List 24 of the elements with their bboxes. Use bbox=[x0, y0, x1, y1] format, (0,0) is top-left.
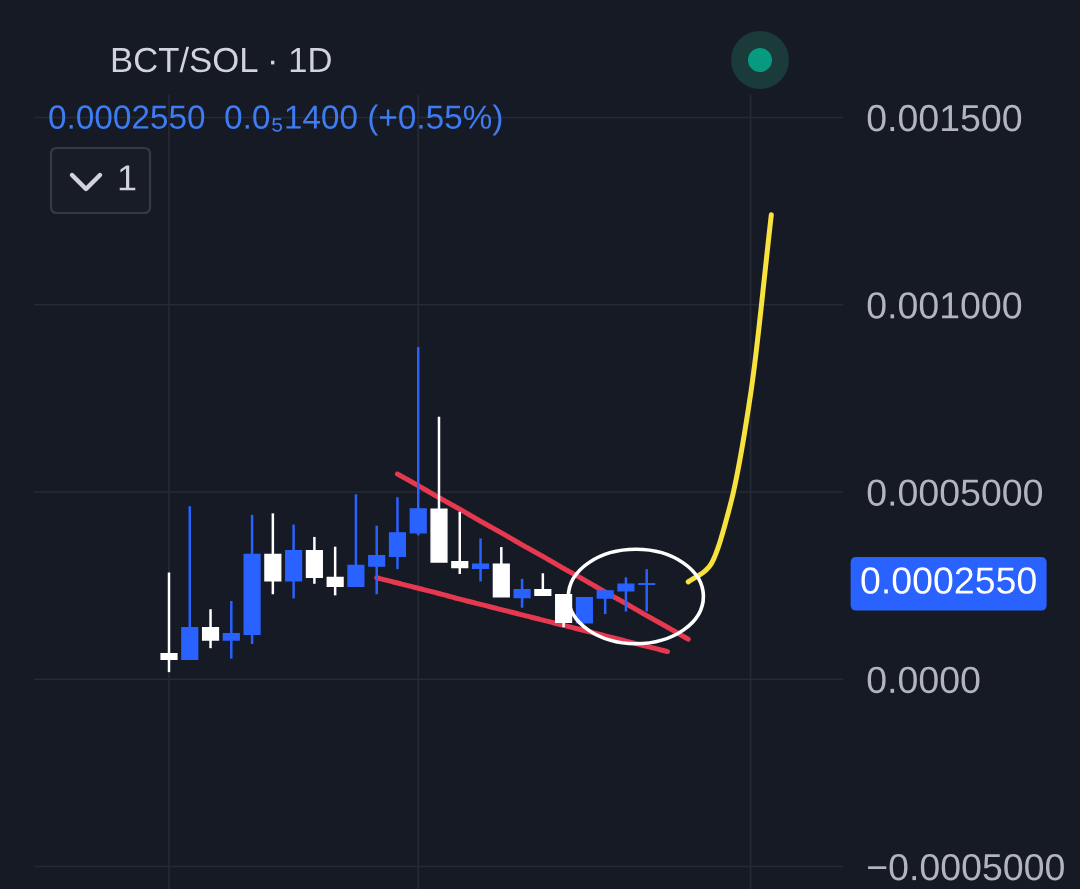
y-tick-label: 0.001500 bbox=[867, 104, 1022, 132]
y-tick-label: 0.0005000 bbox=[867, 479, 1043, 506]
candlestick bbox=[368, 524, 386, 596]
y-tick-label: −0.0005000 bbox=[868, 853, 1064, 881]
y-tick-label: 0.001000 bbox=[867, 292, 1022, 319]
candlestick bbox=[409, 345, 427, 537]
chart-title: BCT/SOL · 1D bbox=[112, 46, 331, 73]
candlestick bbox=[638, 567, 656, 613]
candlestick bbox=[160, 571, 178, 674]
chart-subtitle: 0.0002550 0.0₅1400 (+0.55%) bbox=[49, 104, 502, 136]
candlestick bbox=[471, 537, 490, 583]
text: 0.0002550 bbox=[861, 567, 1036, 594]
candlestick bbox=[596, 589, 614, 616]
candlestick bbox=[513, 577, 531, 609]
candlestick bbox=[326, 545, 344, 597]
annotation: 1 bbox=[119, 165, 136, 191]
candlestick bbox=[534, 572, 552, 597]
candlestick bbox=[388, 495, 407, 571]
y-tick-label: 0.0000 bbox=[867, 666, 980, 694]
candlestick bbox=[617, 576, 635, 613]
candlestick bbox=[451, 510, 469, 576]
candlestick bbox=[347, 493, 365, 588]
candlestick bbox=[201, 607, 220, 650]
candlestick bbox=[222, 599, 240, 660]
